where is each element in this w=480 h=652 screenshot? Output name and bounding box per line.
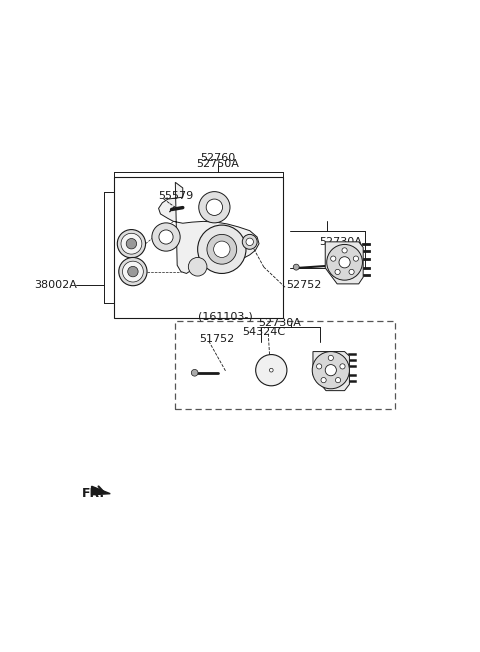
Circle shape [207,235,237,264]
Circle shape [256,355,287,386]
Circle shape [188,258,207,276]
Text: 55579: 55579 [158,191,194,201]
Bar [175,321,395,409]
Circle shape [339,257,350,268]
Text: 54324C: 54324C [242,327,286,337]
Circle shape [325,364,336,376]
Circle shape [321,378,326,383]
Circle shape [246,238,253,246]
Text: (161103-): (161103-) [198,312,252,321]
Circle shape [121,233,142,254]
Circle shape [242,235,257,249]
Circle shape [342,248,347,253]
Text: 38002A: 38002A [35,280,77,290]
Circle shape [122,261,144,282]
Circle shape [349,269,354,274]
Circle shape [152,223,180,251]
Polygon shape [325,242,363,284]
Text: 52750A: 52750A [197,159,240,169]
Circle shape [126,239,137,249]
Circle shape [119,258,147,286]
Circle shape [192,370,198,376]
Circle shape [335,269,340,274]
Circle shape [206,199,223,215]
Polygon shape [158,183,259,273]
Circle shape [198,225,246,273]
Circle shape [327,244,362,280]
Circle shape [353,256,359,261]
Circle shape [214,241,230,258]
Circle shape [331,256,336,261]
Polygon shape [92,486,110,495]
Polygon shape [313,351,349,391]
Circle shape [199,192,230,223]
Text: 51752: 51752 [199,334,234,344]
Circle shape [117,230,145,258]
Circle shape [128,267,138,277]
Circle shape [269,368,273,372]
Circle shape [340,364,345,369]
Text: 52730A: 52730A [319,237,362,247]
Text: 52730A: 52730A [258,318,301,327]
Circle shape [159,230,173,244]
Bar [114,177,283,318]
Circle shape [316,364,322,369]
Circle shape [312,351,349,389]
Text: 52760: 52760 [201,153,236,163]
Circle shape [293,264,299,270]
Text: 52752: 52752 [286,280,322,290]
Text: FR.: FR. [83,487,106,500]
Circle shape [336,378,341,383]
Circle shape [328,355,334,361]
